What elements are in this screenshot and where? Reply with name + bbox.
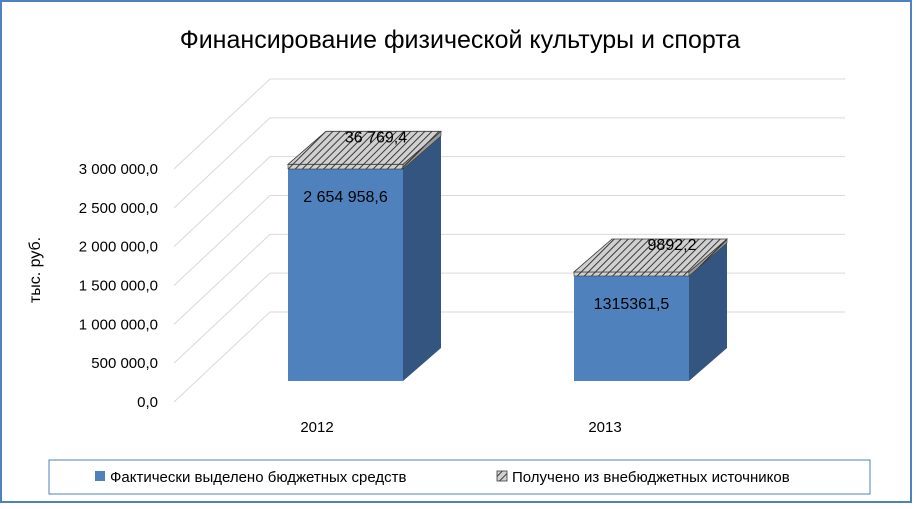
legend: Фактически выделено бюджетных средств По…	[48, 459, 871, 495]
bar-budget-2012	[288, 169, 403, 381]
gridline	[173, 311, 845, 403]
y-tick-label: 500 000,0	[91, 355, 158, 372]
x-category-label: 2013	[588, 419, 621, 436]
x-category-label: 2012	[300, 419, 333, 436]
data-labels: 2 654 958,6 36 769,4 1315361,5 9892,2	[303, 129, 696, 313]
legend-swatch-extrabudget	[496, 470, 508, 482]
y-tick-label: 1 000 000,0	[79, 316, 158, 333]
bar-budget-2013	[574, 275, 689, 381]
gridline	[173, 78, 845, 170]
data-label-budget: 2 654 958,6	[303, 189, 388, 206]
legend-label-extrabudget: Получено из внебюджетных источников	[512, 469, 790, 486]
bar-budget-side-2012	[403, 136, 441, 381]
bar-budget-side-2013	[689, 242, 727, 381]
y-tick-label: 2 500 000,0	[79, 200, 158, 217]
gridlines	[173, 78, 845, 403]
gridline	[173, 117, 845, 209]
bars	[286, 130, 729, 381]
legend-swatch-budget	[95, 471, 105, 481]
y-tick-label: 1 500 000,0	[79, 278, 158, 295]
y-axis-label: тыс. руб.	[27, 237, 44, 303]
x-category-labels: 2012 2013	[300, 419, 621, 436]
data-label-extrabudget: 36 769,4	[345, 129, 407, 146]
bar-extrabudget-2013	[573, 271, 690, 277]
gridline	[173, 195, 845, 286]
data-label-budget: 1315361,5	[594, 296, 670, 313]
legend-box	[48, 459, 871, 495]
data-label-extrabudget: 9892,2	[648, 237, 697, 254]
y-tick-label: 0,0	[137, 394, 158, 411]
legend-label-budget: Фактически выделено бюджетных средств	[110, 469, 406, 486]
y-tick-label: 3 000 000,0	[79, 161, 158, 178]
bar-extrabudget-top-2013	[572, 238, 729, 273]
y-tick-label: 2 000 000,0	[79, 239, 158, 256]
chart-title: Финансирование физической культуры и спо…	[180, 26, 741, 54]
gridline	[173, 272, 845, 364]
bar-extrabudget-2012	[287, 164, 404, 170]
bar-extrabudget-top-2012	[286, 130, 443, 165]
gridline	[173, 156, 845, 248]
y-tick-labels: 0,0 500 000,0 1 000 000,0 1 500 000,0 2 000 …	[79, 161, 158, 411]
gridline	[173, 233, 845, 325]
